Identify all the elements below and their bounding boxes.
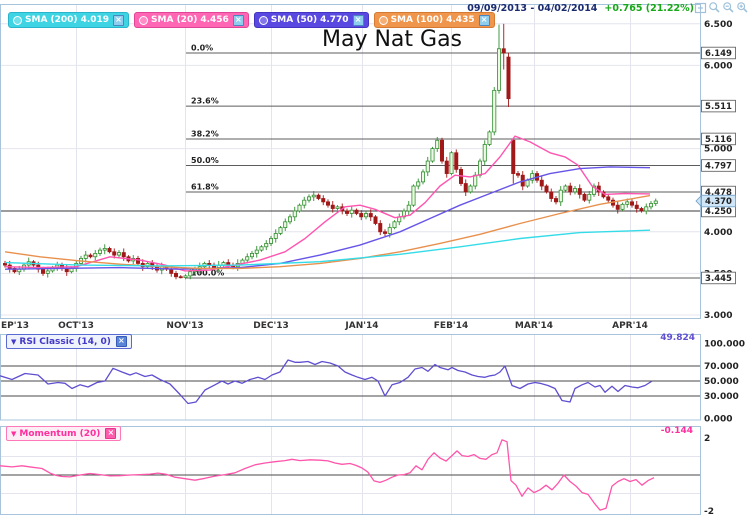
svg-text:70.000: 70.000 [704, 362, 739, 372]
close-icon[interactable]: × [115, 336, 127, 347]
sma-legend: SMA (200) 4.019 × SMA (20) 4.456 × SMA (… [8, 12, 495, 28]
radio-icon[interactable] [258, 15, 268, 25]
svg-text:4.000: 4.000 [704, 228, 732, 238]
sma-50-label: SMA (50) [270, 15, 318, 25]
momentum-panel-header[interactable]: ▼ Momentum (20) × [6, 426, 122, 441]
date-range-label: 09/09/2013 - 04/02/2014 [467, 3, 598, 14]
svg-text:2: 2 [704, 434, 710, 444]
svg-text:50.0%: 50.0% [191, 156, 219, 165]
svg-text:6.149: 6.149 [705, 49, 732, 59]
svg-text:6.500: 6.500 [704, 20, 732, 30]
sma-20-badge[interactable]: SMA (20) 4.456 × [134, 12, 249, 28]
svg-text:23.6%: 23.6% [191, 97, 219, 106]
svg-text:0.000: 0.000 [704, 415, 732, 425]
zoom-toolbar [694, 1, 749, 14]
svg-text:APR'14: APR'14 [612, 321, 648, 331]
rsi-title: RSI Classic (14, 0) [19, 336, 111, 347]
svg-text:3.000: 3.000 [704, 311, 732, 321]
svg-text:May Nat Gas: May Nat Gas [322, 27, 462, 52]
sma-20-value: 4.456 [200, 15, 229, 25]
svg-text:4.797: 4.797 [705, 161, 732, 171]
magnifier-plus-icon [737, 2, 748, 13]
sma-50-badge[interactable]: SMA (50) 4.770 × [253, 12, 369, 28]
sma-100-value: 4.435 [446, 15, 475, 25]
zoom-out-button[interactable] [722, 1, 735, 14]
svg-text:4.250: 4.250 [705, 207, 732, 217]
expand-icon [694, 2, 707, 14]
magnifier-minus-icon [723, 2, 734, 13]
main-price-panel: 6.5006.0005.0004.0003.5003.0000.0%23.6%3… [0, 4, 736, 331]
momentum-line [0, 439, 655, 511]
svg-text:0.0%: 0.0% [191, 44, 213, 53]
svg-text:FEB'14: FEB'14 [434, 321, 468, 331]
collapse-icon[interactable]: ▼ [11, 429, 17, 438]
sma-200-badge[interactable]: SMA (200) 4.019 × [8, 12, 130, 28]
sma-20-label: SMA (20) [151, 15, 198, 25]
svg-text:5.511: 5.511 [705, 102, 732, 112]
svg-text:100.0%: 100.0% [191, 268, 224, 277]
chart-range-info: 09/09/2013 - 04/02/2014 +0.765 (21.22%) [467, 3, 694, 14]
sma-100-label: SMA (100) [390, 15, 444, 25]
fibonacci-retracement: 0.0% 23.6% 38.2% 50.0% 61.8% 100.0% [186, 44, 700, 279]
momentum-title: Momentum (20) [19, 428, 101, 439]
svg-text:EP'13: EP'13 [1, 321, 29, 331]
svg-text:-0.144: -0.144 [661, 426, 693, 436]
collapse-icon[interactable]: ▼ [11, 337, 17, 346]
sma-50-value: 4.770 [320, 15, 349, 25]
close-icon[interactable]: × [232, 14, 244, 26]
svg-text:30.000: 30.000 [704, 392, 739, 402]
sma-100-badge[interactable]: SMA (100) 4.435 × [373, 12, 495, 28]
zoom-in-button[interactable] [736, 1, 749, 14]
svg-text:6.000: 6.000 [704, 61, 732, 71]
sma-200-value: 4.019 [80, 15, 110, 25]
svg-text:61.8%: 61.8% [191, 183, 219, 192]
svg-text:JAN'14: JAN'14 [344, 321, 378, 331]
close-icon[interactable]: × [478, 14, 490, 26]
svg-text:38.2%: 38.2% [191, 129, 219, 138]
svg-text:4.370: 4.370 [705, 197, 732, 207]
svg-text:-2: -2 [704, 507, 714, 516]
close-icon[interactable]: × [352, 14, 364, 26]
rsi-line [0, 359, 653, 405]
svg-text:OCT'13: OCT'13 [58, 321, 94, 331]
svg-text:DEC'13: DEC'13 [253, 321, 289, 331]
svg-text:3.445: 3.445 [705, 274, 732, 284]
zoom-cursor-button[interactable] [708, 1, 721, 14]
change-label: +0.765 (21.22%) [604, 3, 694, 14]
svg-text:4.478: 4.478 [705, 188, 732, 198]
momentum-panel: 2 -2 -0.144 [0, 426, 714, 516]
svg-text:5.000: 5.000 [704, 145, 732, 155]
svg-text:49.824: 49.824 [660, 333, 695, 343]
svg-text:50.000: 50.000 [704, 377, 739, 387]
close-icon[interactable]: × [113, 14, 125, 26]
magnifier-icon [709, 2, 720, 13]
radio-icon[interactable] [378, 15, 388, 25]
sma-200-label: SMA (200) [25, 15, 78, 25]
fit-chart-button[interactable] [694, 1, 707, 14]
svg-text:100.000: 100.000 [704, 340, 745, 350]
svg-text:NOV'13: NOV'13 [166, 321, 203, 331]
sma-overlays [4, 135, 651, 272]
radio-icon[interactable] [139, 15, 149, 25]
close-icon[interactable]: × [105, 428, 117, 439]
svg-text:MAR'14: MAR'14 [515, 321, 553, 331]
radio-icon[interactable] [13, 15, 22, 25]
svg-text:5.116: 5.116 [705, 135, 732, 145]
candlestick-series [3, 23, 658, 280]
rsi-panel-header[interactable]: ▼ RSI Classic (14, 0) × [6, 334, 132, 349]
